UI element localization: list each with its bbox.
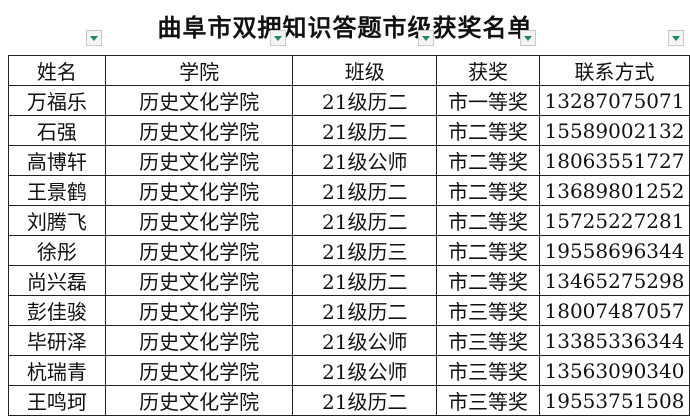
cell: 市三等奖 bbox=[436, 295, 540, 326]
cell: 18063551727 bbox=[539, 145, 690, 176]
filter-button[interactable] bbox=[270, 30, 286, 46]
data-row: 刘腾飞 历史文化学院 21级历二 市二等奖 15725227281 bbox=[8, 205, 690, 236]
cell: 市一等奖 bbox=[436, 85, 540, 116]
cell: 21级公师 bbox=[292, 145, 438, 176]
cell: 历史文化学院 bbox=[104, 85, 294, 116]
header-cell: 班级 bbox=[292, 55, 438, 86]
cell: 历史文化学院 bbox=[104, 235, 294, 266]
cell: 万福乐 bbox=[8, 85, 106, 116]
cell: 15589002132 bbox=[539, 115, 690, 146]
cell: 21级历二 bbox=[292, 85, 438, 116]
data-row: 万福乐 历史文化学院 21级历二 市一等奖 13287075071 bbox=[8, 85, 690, 116]
cell: 市三等奖 bbox=[436, 325, 540, 356]
cell: 石强 bbox=[8, 115, 106, 146]
sheet-title: 曲阜市双拥知识答题市级获奖名单 bbox=[157, 13, 533, 42]
cell: 15725227281 bbox=[539, 205, 690, 236]
cell: 王鸣珂 bbox=[8, 385, 106, 416]
header-cell: 学院 bbox=[104, 55, 294, 86]
award-table: 姓名 学院 班级 获奖 联系方式 万福乐 历史文化学院 21级历二 市一等奖 1328707507… bbox=[8, 55, 690, 416]
cell: 历史文化学院 bbox=[104, 115, 294, 146]
header-cell: 联系方式 bbox=[539, 55, 690, 86]
cell: 历史文化学院 bbox=[104, 325, 294, 356]
cell: 21级历二 bbox=[292, 385, 438, 416]
cell: 市二等奖 bbox=[436, 175, 540, 206]
filter-button[interactable] bbox=[520, 30, 536, 46]
cell: 高博轩 bbox=[8, 145, 106, 176]
cell: 19553751508 bbox=[539, 385, 690, 416]
cell: 历史文化学院 bbox=[104, 145, 294, 176]
cell: 市二等奖 bbox=[436, 205, 540, 236]
cell: 市二等奖 bbox=[436, 235, 540, 266]
cell: 市二等奖 bbox=[436, 265, 540, 296]
cell: 历史文化学院 bbox=[104, 175, 294, 206]
cell: 21级历二 bbox=[292, 295, 438, 326]
header-cell: 姓名 bbox=[8, 55, 106, 86]
cell: 市二等奖 bbox=[436, 145, 540, 176]
cell: 13287075071 bbox=[539, 85, 690, 116]
cell: 历史文化学院 bbox=[104, 385, 294, 416]
data-row: 杭瑞青 历史文化学院 21级公师 市三等奖 13563090340 bbox=[8, 355, 690, 386]
cell: 19558696344 bbox=[539, 235, 690, 266]
data-row: 王鸣珂 历史文化学院 21级历二 市三等奖 19553751508 bbox=[8, 385, 690, 416]
cell: 市二等奖 bbox=[436, 115, 540, 146]
cell: 毕研泽 bbox=[8, 325, 106, 356]
cell: 市三等奖 bbox=[436, 355, 540, 386]
cell: 13385336344 bbox=[539, 325, 690, 356]
cell: 21级历二 bbox=[292, 175, 438, 206]
cell: 市三等奖 bbox=[436, 385, 540, 416]
cell: 杭瑞青 bbox=[8, 355, 106, 386]
cell: 历史文化学院 bbox=[104, 355, 294, 386]
data-row: 王景鹤 历史文化学院 21级历二 市二等奖 13689801252 bbox=[8, 175, 690, 206]
cell: 王景鹤 bbox=[8, 175, 106, 206]
cell: 13689801252 bbox=[539, 175, 690, 206]
cell: 刘腾飞 bbox=[8, 205, 106, 236]
data-row: 尚兴磊 历史文化学院 21级历二 市二等奖 13465275298 bbox=[8, 265, 690, 296]
cell: 尚兴磊 bbox=[8, 265, 106, 296]
cell: 13465275298 bbox=[539, 265, 690, 296]
data-row: 彭佳骏 历史文化学院 21级历二 市三等奖 18007487057 bbox=[8, 295, 690, 326]
cell: 21级公师 bbox=[292, 325, 438, 356]
data-row: 毕研泽 历史文化学院 21级公师 市三等奖 13385336344 bbox=[8, 325, 690, 356]
header-row: 姓名 学院 班级 获奖 联系方式 bbox=[8, 55, 690, 86]
data-row: 徐彤 历史文化学院 21级历三 市二等奖 19558696344 bbox=[8, 235, 690, 266]
cell: 21级历三 bbox=[292, 235, 438, 266]
cell: 历史文化学院 bbox=[104, 265, 294, 296]
data-row: 高博轩 历史文化学院 21级公师 市二等奖 18063551727 bbox=[8, 145, 690, 176]
cell: 21级历二 bbox=[292, 265, 438, 296]
filter-button[interactable] bbox=[418, 30, 434, 46]
cell: 彭佳骏 bbox=[8, 295, 106, 326]
header-cell: 获奖 bbox=[436, 55, 540, 86]
cell: 18007487057 bbox=[539, 295, 690, 326]
cell: 历史文化学院 bbox=[104, 205, 294, 236]
cell: 徐彤 bbox=[8, 235, 106, 266]
cell: 13563090340 bbox=[539, 355, 690, 386]
cell: 21级公师 bbox=[292, 355, 438, 386]
cell: 21级历二 bbox=[292, 115, 438, 146]
cell: 21级历二 bbox=[292, 205, 438, 236]
cell: 历史文化学院 bbox=[104, 295, 294, 326]
filter-button[interactable] bbox=[86, 30, 102, 46]
filter-button[interactable] bbox=[668, 30, 684, 46]
data-row: 石强 历史文化学院 21级历二 市二等奖 15589002132 bbox=[8, 115, 690, 146]
